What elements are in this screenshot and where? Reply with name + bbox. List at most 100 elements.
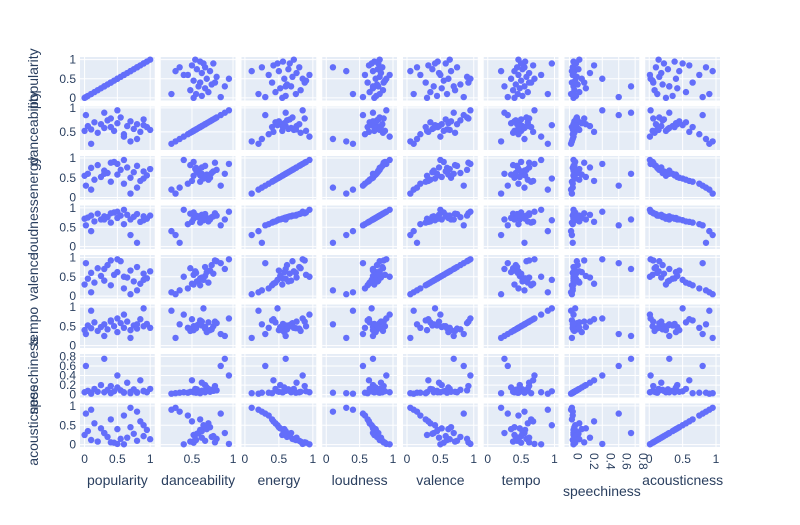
data-point (467, 372, 474, 379)
data-point (666, 216, 673, 223)
data-point (513, 64, 521, 71)
data-point (450, 332, 457, 340)
data-point (137, 316, 144, 323)
data-point (590, 316, 598, 323)
data-point (361, 285, 369, 292)
data-point (521, 321, 528, 328)
data-point (290, 56, 298, 63)
data-point (544, 227, 552, 235)
data-point (84, 427, 92, 435)
data-point (658, 69, 665, 77)
data-point (290, 268, 298, 275)
data-point (188, 418, 196, 425)
data-point (544, 140, 552, 147)
data-point (671, 275, 678, 282)
data-point (696, 71, 703, 79)
data-point (504, 259, 511, 267)
data-point (662, 94, 670, 102)
data-point (568, 334, 576, 342)
data-point (537, 389, 545, 396)
data-point (213, 73, 220, 81)
data-point (168, 227, 175, 235)
data-point (504, 362, 511, 370)
data-point (531, 256, 538, 263)
data-point (422, 123, 429, 131)
data-point (615, 93, 622, 101)
data-point (120, 156, 128, 164)
data-point (453, 120, 461, 128)
data-point (699, 362, 706, 370)
data-point (590, 177, 598, 185)
data-point (297, 86, 304, 94)
y-axis-label: danceability (25, 91, 41, 165)
data-point (133, 408, 141, 415)
data-point (211, 439, 219, 446)
data-point (201, 263, 209, 271)
data-point (270, 377, 277, 384)
data-point (265, 389, 272, 396)
data-point (380, 318, 387, 325)
data-point (130, 125, 137, 133)
data-point (329, 184, 337, 191)
data-point (84, 275, 92, 282)
data-point (450, 429, 457, 437)
data-point (87, 186, 95, 193)
data-point (525, 69, 533, 77)
data-point (200, 121, 207, 129)
data-point (143, 426, 151, 434)
data-point (582, 85, 590, 92)
data-point (386, 273, 393, 280)
data-point (296, 120, 303, 128)
data-point (504, 222, 511, 229)
data-point (686, 377, 693, 384)
data-point (425, 377, 432, 384)
data-point (176, 408, 183, 415)
data-point (133, 210, 141, 218)
data-point (465, 210, 472, 217)
data-point (107, 178, 115, 185)
data-point (525, 115, 533, 122)
data-point (120, 273, 128, 280)
data-point (447, 67, 455, 75)
data-point (359, 111, 367, 119)
data-point (282, 83, 289, 90)
data-point (576, 324, 583, 332)
data-point (515, 385, 522, 393)
data-point (200, 388, 207, 395)
data-point (282, 265, 289, 273)
data-point (293, 69, 300, 77)
data-point (427, 88, 434, 96)
data-point (133, 64, 141, 71)
data-point (513, 120, 521, 128)
data-point (573, 258, 581, 265)
data-point (101, 124, 108, 132)
data-point (82, 410, 90, 417)
data-point (450, 83, 457, 90)
data-point (446, 126, 453, 134)
data-point (211, 210, 219, 217)
data-point (274, 121, 281, 129)
data-point (188, 218, 196, 226)
data-point (270, 418, 277, 425)
data-point (511, 281, 518, 288)
data-point (140, 422, 147, 429)
data-point (221, 170, 229, 177)
data-point (101, 265, 108, 273)
data-point (265, 131, 272, 138)
data-point (431, 276, 439, 284)
data-point (248, 389, 255, 397)
data-point (650, 210, 657, 217)
data-point (107, 219, 115, 226)
data-point (110, 127, 118, 135)
data-point (521, 64, 528, 71)
data-point (107, 382, 115, 390)
x-axis-label: acousticness (642, 472, 723, 488)
data-point (537, 71, 545, 79)
x-tick-label: 0.5 (184, 452, 201, 466)
data-point (248, 190, 255, 197)
data-point (660, 60, 668, 67)
data-point (299, 107, 306, 114)
data-point (133, 120, 141, 128)
data-point (368, 60, 375, 67)
data-point (699, 93, 706, 101)
